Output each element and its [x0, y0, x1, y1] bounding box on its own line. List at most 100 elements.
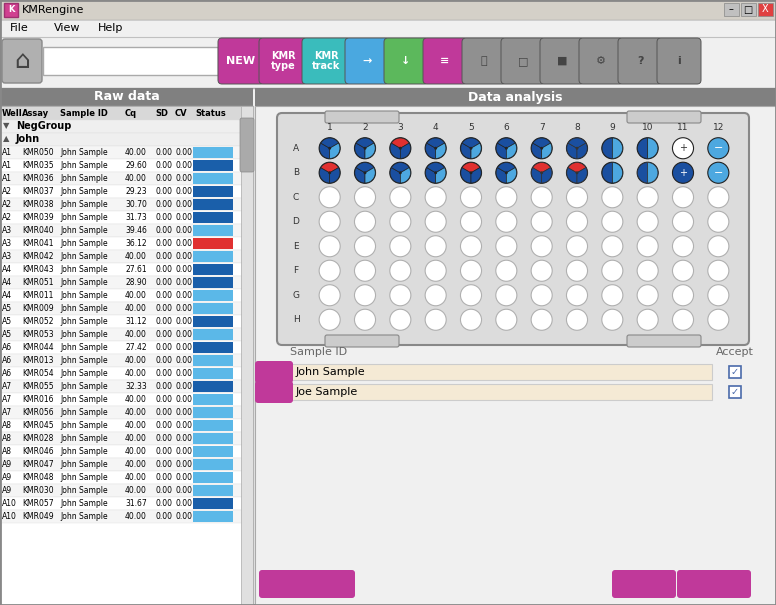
Text: KMR013: KMR013	[22, 356, 54, 365]
Text: 40.00: 40.00	[125, 512, 147, 521]
Text: ✓: ✓	[731, 387, 739, 397]
Text: 0.00: 0.00	[155, 161, 172, 170]
FancyBboxPatch shape	[193, 511, 233, 522]
Text: A2: A2	[2, 213, 12, 222]
Wedge shape	[471, 168, 481, 183]
Text: A3: A3	[2, 226, 12, 235]
Text: NegGroup: NegGroup	[16, 121, 71, 131]
Text: 0.00: 0.00	[175, 460, 192, 469]
Wedge shape	[568, 163, 586, 173]
FancyBboxPatch shape	[0, 120, 253, 133]
Text: 4: 4	[433, 123, 438, 132]
Text: KMRengine: KMRengine	[22, 5, 85, 15]
Text: 11: 11	[677, 123, 689, 132]
Text: +: +	[679, 143, 687, 153]
Text: 0.00: 0.00	[175, 408, 192, 417]
Text: John Sample: John Sample	[60, 317, 108, 326]
Wedge shape	[400, 143, 411, 159]
FancyBboxPatch shape	[259, 38, 307, 84]
Text: 0.00: 0.00	[175, 369, 192, 378]
Circle shape	[399, 147, 402, 149]
FancyBboxPatch shape	[193, 303, 233, 314]
Wedge shape	[356, 138, 374, 148]
Text: KMR
type: KMR type	[271, 51, 296, 71]
Text: 2: 2	[362, 123, 368, 132]
Circle shape	[496, 211, 517, 232]
FancyBboxPatch shape	[193, 186, 233, 197]
Text: 40.00: 40.00	[125, 460, 147, 469]
FancyBboxPatch shape	[193, 433, 233, 444]
Text: John Sample: John Sample	[60, 473, 108, 482]
Wedge shape	[566, 168, 577, 183]
Text: G: G	[293, 291, 300, 299]
Circle shape	[531, 236, 553, 257]
Text: A7: A7	[2, 408, 12, 417]
FancyBboxPatch shape	[627, 111, 701, 123]
Text: 0.00: 0.00	[155, 200, 172, 209]
Wedge shape	[496, 168, 506, 183]
Text: Data analysis: Data analysis	[468, 91, 563, 103]
FancyBboxPatch shape	[0, 393, 253, 406]
FancyBboxPatch shape	[255, 106, 776, 605]
Circle shape	[602, 211, 623, 232]
FancyBboxPatch shape	[0, 185, 253, 198]
Text: Joe Sample: Joe Sample	[296, 387, 359, 397]
Text: KMR050: KMR050	[22, 148, 54, 157]
Circle shape	[708, 285, 729, 306]
Circle shape	[602, 236, 623, 257]
Text: John Sample: John Sample	[60, 291, 108, 300]
Text: SD: SD	[155, 108, 168, 117]
Text: □: □	[743, 4, 753, 15]
Text: A7: A7	[2, 382, 12, 391]
Wedge shape	[497, 163, 515, 173]
Wedge shape	[390, 168, 400, 183]
Text: A4: A4	[2, 278, 12, 287]
Text: 40.00: 40.00	[125, 434, 147, 443]
Wedge shape	[568, 138, 586, 148]
Text: KMR041: KMR041	[22, 239, 54, 248]
Text: 🔍: 🔍	[480, 56, 487, 66]
Text: Sample ID: Sample ID	[290, 347, 347, 357]
FancyBboxPatch shape	[462, 38, 506, 84]
Text: KMR030: KMR030	[22, 486, 54, 495]
Text: 27.42: 27.42	[125, 343, 147, 352]
FancyBboxPatch shape	[0, 484, 253, 497]
Text: A4: A4	[2, 265, 12, 274]
Text: 0.00: 0.00	[175, 213, 192, 222]
Circle shape	[390, 211, 411, 232]
Circle shape	[708, 260, 729, 281]
Circle shape	[566, 309, 587, 330]
Text: A9: A9	[2, 473, 12, 482]
Text: 0.00: 0.00	[175, 317, 192, 326]
FancyBboxPatch shape	[193, 147, 233, 158]
Text: Sample ID: Sample ID	[60, 108, 108, 117]
Text: KMR047: KMR047	[22, 460, 54, 469]
FancyBboxPatch shape	[0, 211, 253, 224]
Text: ■: ■	[556, 56, 567, 66]
FancyBboxPatch shape	[0, 458, 253, 471]
Text: 0.00: 0.00	[155, 213, 172, 222]
Circle shape	[425, 309, 446, 330]
Circle shape	[425, 211, 446, 232]
Circle shape	[355, 162, 376, 183]
FancyBboxPatch shape	[193, 264, 233, 275]
Text: 0.00: 0.00	[155, 174, 172, 183]
FancyBboxPatch shape	[193, 498, 233, 509]
Text: −: −	[714, 143, 723, 153]
Circle shape	[328, 147, 331, 149]
Circle shape	[566, 138, 587, 159]
FancyBboxPatch shape	[0, 289, 253, 302]
Wedge shape	[365, 143, 376, 159]
Text: 0.00: 0.00	[155, 382, 172, 391]
Wedge shape	[462, 163, 480, 173]
Circle shape	[602, 285, 623, 306]
Text: Show results: Show results	[269, 579, 345, 589]
Text: 0.00: 0.00	[155, 239, 172, 248]
Circle shape	[566, 187, 587, 208]
FancyBboxPatch shape	[193, 329, 233, 340]
Text: 31.73: 31.73	[125, 213, 147, 222]
Text: 0.00: 0.00	[175, 421, 192, 430]
Circle shape	[576, 171, 578, 174]
FancyBboxPatch shape	[758, 3, 773, 16]
Circle shape	[460, 260, 482, 281]
